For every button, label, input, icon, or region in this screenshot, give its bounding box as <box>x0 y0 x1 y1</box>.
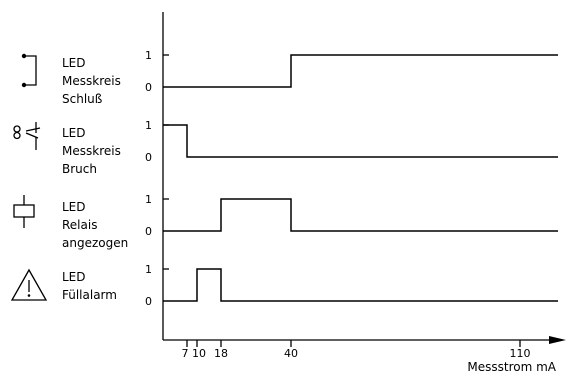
relay-coil-icon <box>13 195 35 228</box>
row-0-level-low: 0 <box>145 81 152 94</box>
led-wire-break-scissors-icon <box>13 122 41 150</box>
row-2-level-low: 0 <box>145 225 152 238</box>
x-tick-label-110: 110 <box>510 347 531 360</box>
row-1-label-line-1: Messkreis <box>62 144 121 158</box>
row-2-label-line-2: angezogen <box>62 236 128 250</box>
row-1-level-high: 1 <box>145 119 152 132</box>
x-tick-label-7: 7 <box>182 347 189 360</box>
row-2-level-high: 1 <box>145 193 152 206</box>
row-0-label-line-1: Messkreis <box>62 74 121 88</box>
x-tick-label-18: 18 <box>214 347 228 360</box>
row-3-label-line-1: Füllalarm <box>62 288 117 302</box>
row-3-label-line-0: LED <box>62 270 86 284</box>
row-2-label-line-0: LED <box>62 200 86 214</box>
x-tick-label-40: 40 <box>284 347 298 360</box>
row-0-level-high: 1 <box>145 49 152 62</box>
row-0-signal-line <box>163 54 558 88</box>
row-3-level-high: 1 <box>145 263 152 276</box>
row-3-level-low: 0 <box>145 295 152 308</box>
x-axis-label: Messstrom mA <box>467 360 556 374</box>
row-1-label-line-2: Bruch <box>62 162 97 176</box>
row-3-signal-line <box>163 268 558 302</box>
row-0-label-line-2: Schluß <box>62 92 103 106</box>
x-axis-arrow <box>549 336 566 344</box>
warning-triangle-icon <box>10 268 48 301</box>
row-1-level-low: 0 <box>145 151 152 164</box>
x-tick-label-10: 10 <box>192 347 206 360</box>
row-2-label-line-1: Relais <box>62 218 97 232</box>
row-2-signal-line <box>163 198 558 232</box>
row-1-label-line-0: LED <box>62 126 86 140</box>
led-short-circuit-icon <box>21 53 37 88</box>
row-1-signal-line <box>163 124 558 158</box>
row-0-label-line-0: LED <box>62 56 86 70</box>
